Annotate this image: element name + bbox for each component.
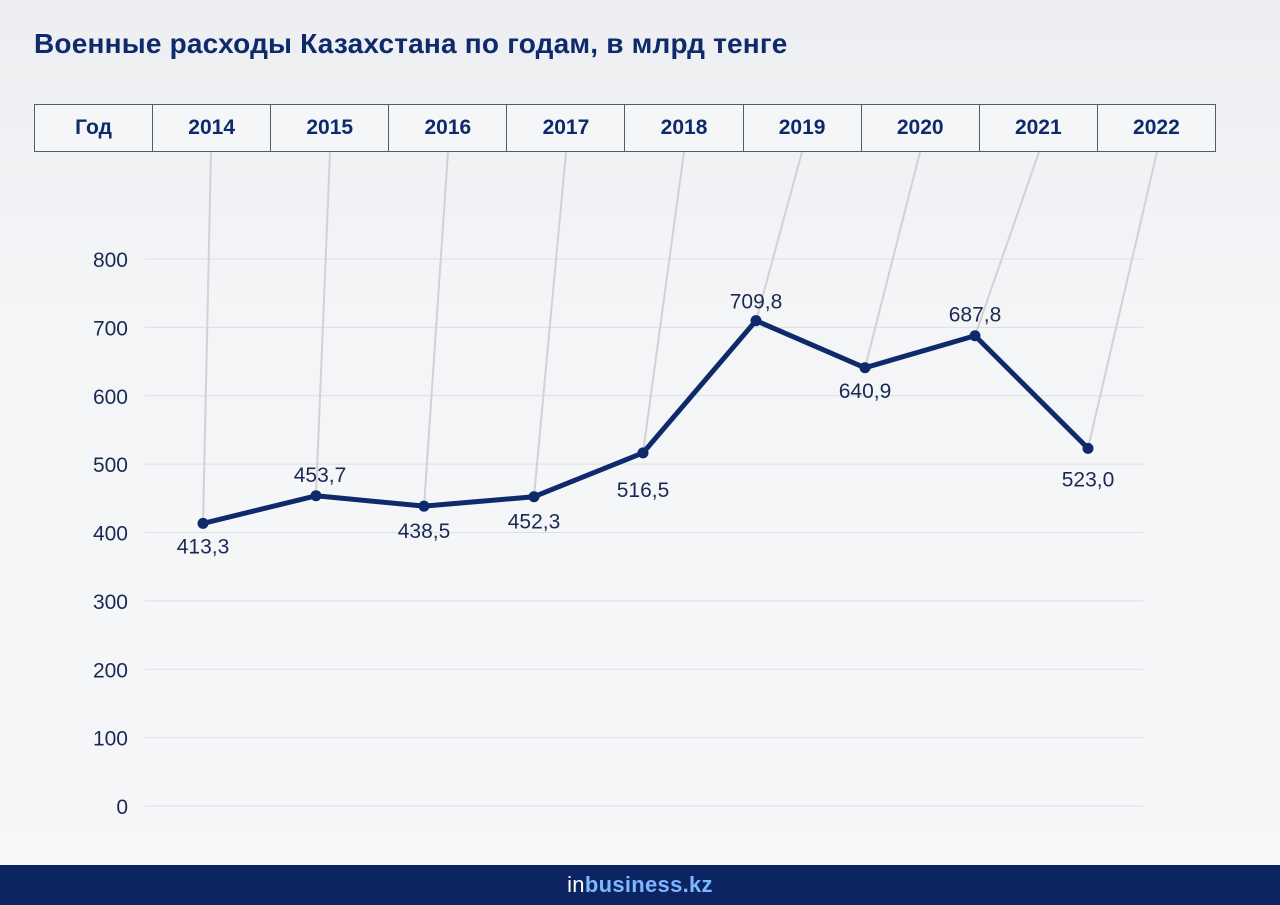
connector-line bbox=[974, 151, 1040, 337]
year-cell: 2015 bbox=[270, 105, 388, 151]
data-point bbox=[969, 330, 981, 342]
year-cell: 2014 bbox=[152, 105, 270, 151]
year-cell: 2017 bbox=[506, 105, 624, 151]
connector-line bbox=[202, 151, 212, 524]
chart-title: Военные расходы Казахстана по годам, в м… bbox=[34, 28, 788, 59]
data-label: 709,8 bbox=[730, 291, 783, 314]
data-point bbox=[197, 517, 209, 529]
connector-line bbox=[533, 151, 567, 497]
data-label: 453,7 bbox=[294, 464, 347, 487]
y-tick-label: 300 bbox=[93, 591, 128, 614]
connector-line bbox=[755, 151, 803, 321]
year-table-header: Год bbox=[75, 116, 112, 139]
year-cell: 2020 bbox=[860, 105, 979, 151]
line-chart: 0 100 200 300 400 500 600 700 800 413,3 453,7 438,5… bbox=[93, 151, 1158, 819]
data-point bbox=[1082, 442, 1094, 454]
y-tick-label: 0 bbox=[116, 796, 128, 819]
connector-line bbox=[642, 151, 685, 453]
year-cell: 2016 bbox=[388, 105, 506, 151]
year-cell: 2021 bbox=[978, 105, 1097, 151]
connector-line bbox=[864, 151, 921, 369]
y-tick-label: 700 bbox=[93, 317, 128, 340]
y-tick-label: 100 bbox=[93, 728, 128, 751]
year-cell: 2018 bbox=[624, 105, 742, 151]
year-table: Год 2014 2015 2016 2017 2018 2019 2020 2… bbox=[34, 104, 1216, 152]
y-tick-label: 600 bbox=[93, 386, 128, 409]
data-label: 516,5 bbox=[617, 479, 670, 502]
data-point bbox=[637, 447, 649, 459]
brand-name: business.kz bbox=[584, 872, 713, 897]
connector-line bbox=[423, 151, 449, 507]
connector-line bbox=[1087, 151, 1158, 449]
data-point bbox=[859, 362, 871, 374]
data-label: 413,3 bbox=[177, 535, 230, 558]
data-label: 438,5 bbox=[398, 520, 451, 543]
connector-line bbox=[315, 151, 331, 496]
data-label: 687,8 bbox=[949, 304, 1002, 327]
data-label: 640,9 bbox=[839, 380, 892, 403]
data-point bbox=[750, 315, 762, 327]
y-tick-label: 200 bbox=[93, 659, 128, 682]
y-tick-label: 800 bbox=[93, 249, 128, 272]
brand-prefix: in bbox=[567, 872, 585, 897]
data-point bbox=[418, 500, 430, 512]
brand-logo: inbusiness.kz bbox=[567, 872, 713, 898]
y-tick-label: 500 bbox=[93, 454, 128, 477]
y-tick-label: 400 bbox=[93, 523, 128, 546]
footer-bar: inbusiness.kz bbox=[0, 865, 1280, 905]
data-label: 452,3 bbox=[508, 511, 561, 534]
data-point bbox=[528, 491, 540, 503]
year-cell: 2019 bbox=[742, 105, 861, 151]
data-point bbox=[310, 490, 322, 502]
year-cell: 2022 bbox=[1096, 105, 1215, 151]
data-label: 523,0 bbox=[1062, 468, 1115, 491]
